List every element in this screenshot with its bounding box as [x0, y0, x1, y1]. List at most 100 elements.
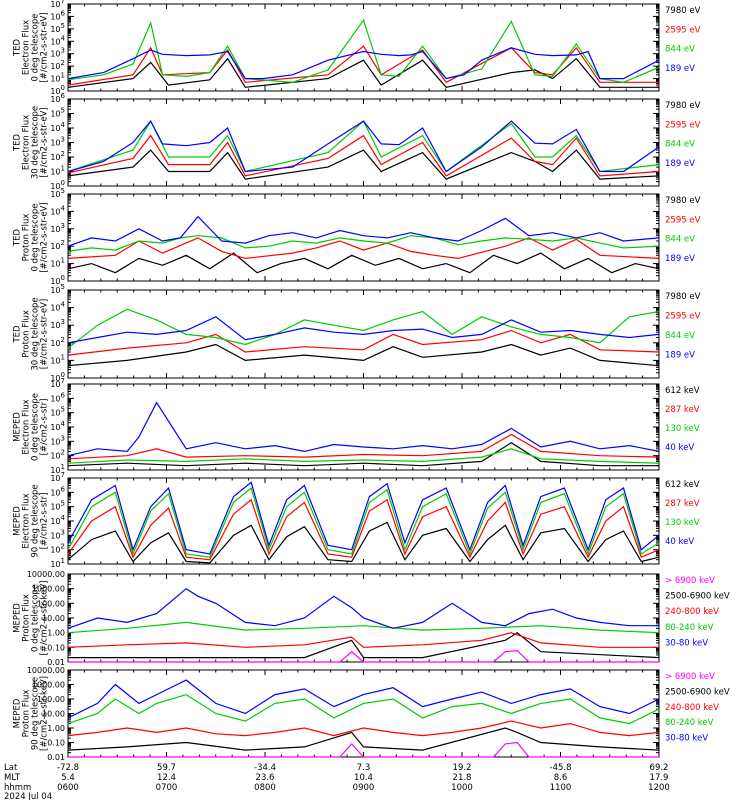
- legend-entry: 240-800 keV: [665, 607, 719, 617]
- legend-entry: 30-80 keV: [665, 734, 708, 744]
- y-tick-label: 103: [50, 47, 65, 59]
- legend-entry: 189 eV: [665, 351, 695, 361]
- y-tick-label: 100: [50, 179, 65, 191]
- y-axis-label: MEPEDProton Flux90 deg telescope[#/cm2-s…: [13, 676, 50, 751]
- series-line: [67, 401, 660, 457]
- x-tick-label: 12.4: [157, 773, 176, 783]
- y-tick-label: 0.01: [47, 658, 65, 667]
- x-tick-label: 19.2: [453, 763, 472, 773]
- legend-entry: 2595 eV: [665, 120, 701, 130]
- series-line: [68, 741, 659, 758]
- series-line: [67, 587, 659, 629]
- legend-entry: 2500-6900 keV: [665, 687, 730, 697]
- series-line: [67, 215, 660, 247]
- series-line: [67, 235, 660, 252]
- series-line: [68, 631, 660, 659]
- legend-entry: 287 keV: [665, 499, 700, 509]
- date-label: 2024 Jul 04: [4, 792, 52, 800]
- y-tick-label: 102: [50, 59, 65, 71]
- y-tick-label: 101: [50, 463, 65, 475]
- x-axis-labels: LatMLThhmm-72.85.4060059.712.40700-34.42…: [4, 763, 670, 800]
- y-axis-label: TEDElectron Flux0 deg telescope[#/cm2-s-…: [13, 12, 50, 82]
- legend-entry: > 6900 keV: [665, 576, 715, 586]
- legend-entry: 2500-6900 keV: [665, 592, 730, 602]
- plot-frame: [67, 383, 660, 471]
- legend-entry: 80-240 keV: [665, 718, 714, 728]
- legend-entry: 189 eV: [665, 159, 695, 169]
- x-tick-label: -72.8: [57, 763, 79, 773]
- y-tick-label: 102: [50, 239, 65, 251]
- x-tick-label: 8.6: [554, 773, 568, 783]
- y-tick-label: 104: [50, 34, 65, 46]
- x-row-label: Lat: [4, 763, 18, 773]
- series-line: [67, 47, 660, 80]
- legend-entry: 612 keV: [665, 480, 700, 490]
- y-tick-label: 103: [50, 434, 65, 446]
- legend-entry: 7980 eV: [665, 292, 701, 302]
- legend-entry: 40 keV: [665, 537, 694, 547]
- y-tick-label: 107: [50, 471, 65, 483]
- series-line: [67, 343, 660, 367]
- series-line: [67, 237, 660, 260]
- x-tick-label: 69.2: [650, 763, 669, 773]
- series-line: [67, 433, 660, 460]
- x-tick-label: 1000: [451, 783, 473, 793]
- y-tick-label: 100: [50, 84, 65, 96]
- legend-entry: 7980 eV: [665, 196, 701, 206]
- series-line: [67, 498, 660, 561]
- series-line: [67, 679, 660, 719]
- y-tick-label: 105: [50, 22, 65, 34]
- y-tick-label: 10000.00: [27, 570, 65, 579]
- y-tick-label: 103: [50, 528, 65, 540]
- legend-entry: 240-800 keV: [665, 703, 719, 713]
- legend-entry: > 6900 keV: [665, 672, 715, 682]
- y-tick-label: 10.00: [42, 710, 65, 719]
- series-line: [67, 119, 660, 173]
- y-tick-label: 105: [50, 500, 65, 512]
- y-tick-label: 0.10: [47, 643, 65, 652]
- y-tick-label: 102: [50, 336, 65, 348]
- y-tick-label: 100: [50, 274, 65, 286]
- legend-entry: 844 eV: [665, 331, 695, 341]
- legend-entry: 2595 eV: [665, 312, 701, 322]
- x-tick-label: 0900: [353, 783, 375, 793]
- y-tick-label: 105: [50, 406, 65, 418]
- x-tick-label: 0700: [156, 783, 178, 793]
- series-line: [67, 308, 660, 349]
- y-tick-label: 104: [50, 121, 65, 133]
- series-line: [67, 18, 660, 83]
- x-tick-label: 0600: [57, 783, 79, 793]
- panel-8: 0.01 0.10 1.00 10.00 100.00 1000.00 10000.00ME…: [13, 666, 730, 762]
- x-tick-label: -45.8: [550, 763, 572, 773]
- plot-frame: [67, 98, 660, 187]
- series-line: [67, 481, 660, 555]
- y-tick-label: 105: [50, 187, 65, 199]
- y-tick-label: 10.00: [42, 614, 65, 623]
- y-tick-label: 100.00: [37, 695, 65, 704]
- x-row-label: MLT: [4, 773, 21, 783]
- y-tick-label: 100.00: [37, 599, 65, 608]
- y-axis-label: TEDElectron Flux30 deg telescope[#/cm2-s…: [13, 106, 50, 179]
- series-line: [67, 521, 660, 564]
- y-tick-label: 103: [50, 136, 65, 148]
- series-line: [67, 621, 660, 634]
- legend-entry: 844 eV: [665, 140, 695, 150]
- legend-entry: 30-80 keV: [665, 638, 708, 648]
- series-line: [67, 693, 660, 725]
- y-tick-label: 101: [50, 353, 65, 365]
- y-tick-label: 0.10: [47, 739, 65, 748]
- series-line: [67, 149, 660, 180]
- legend-entry: 189 eV: [665, 64, 695, 74]
- x-tick-label: 5.4: [61, 773, 75, 783]
- y-tick-label: 102: [50, 449, 65, 461]
- series-line: [67, 120, 660, 173]
- y-tick-label: 0.01: [47, 753, 65, 762]
- y-axis-label: MEPEDElectron Flux0 deg telescope[#/cm2-…: [13, 393, 50, 461]
- y-tick-label: 106: [50, 92, 65, 104]
- x-tick-label: 23.6: [256, 773, 275, 783]
- y-tick-label: 104: [50, 204, 65, 216]
